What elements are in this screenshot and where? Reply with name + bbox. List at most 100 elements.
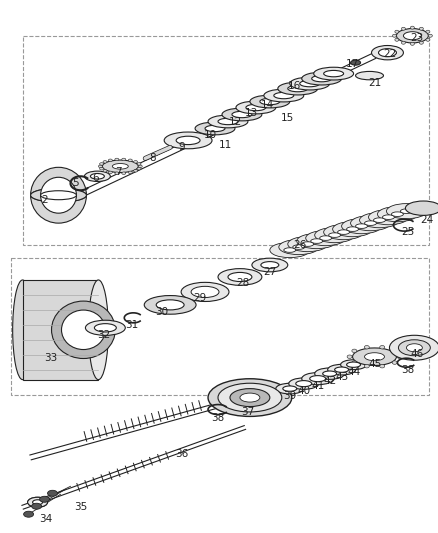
Ellipse shape [218,118,237,125]
Ellipse shape [396,355,401,359]
Ellipse shape [90,174,104,179]
Ellipse shape [398,340,429,356]
Ellipse shape [235,101,275,114]
Ellipse shape [404,201,438,215]
Ellipse shape [346,227,358,231]
Text: 8: 8 [148,154,155,163]
Ellipse shape [425,38,429,41]
Text: 2: 2 [41,195,48,205]
Ellipse shape [350,215,389,231]
Ellipse shape [340,360,366,369]
Ellipse shape [418,27,422,30]
Ellipse shape [301,72,341,85]
Ellipse shape [208,115,247,128]
Ellipse shape [115,158,119,160]
Ellipse shape [208,379,291,416]
Ellipse shape [309,376,325,382]
Ellipse shape [323,224,363,240]
Ellipse shape [418,41,422,44]
Text: 11: 11 [218,140,231,150]
Ellipse shape [103,160,107,163]
Ellipse shape [273,92,293,99]
Ellipse shape [373,218,385,222]
Ellipse shape [231,111,251,118]
Ellipse shape [323,70,343,77]
Ellipse shape [341,219,381,233]
Ellipse shape [28,497,47,507]
Ellipse shape [355,224,367,229]
Ellipse shape [121,158,125,160]
Ellipse shape [400,41,404,44]
Ellipse shape [115,172,119,174]
Ellipse shape [334,367,348,373]
Ellipse shape [364,365,368,368]
Text: 35: 35 [74,502,87,512]
Ellipse shape [301,373,333,385]
Text: 40: 40 [297,385,310,395]
Ellipse shape [394,38,398,41]
Text: 13: 13 [245,109,258,118]
Ellipse shape [282,386,296,391]
Ellipse shape [314,228,354,243]
Ellipse shape [364,353,384,361]
Ellipse shape [137,167,141,170]
Text: 32: 32 [96,330,110,340]
Ellipse shape [99,163,103,165]
Ellipse shape [51,301,115,359]
Ellipse shape [98,165,102,167]
Text: 36: 36 [175,449,188,459]
Text: 38: 38 [211,413,224,423]
Ellipse shape [249,95,289,108]
Text: 9: 9 [178,142,185,152]
Ellipse shape [391,349,396,353]
Ellipse shape [31,188,86,202]
Ellipse shape [399,209,411,213]
Text: 6: 6 [92,173,99,183]
Text: 16: 16 [287,80,301,91]
Ellipse shape [400,27,404,30]
Ellipse shape [85,320,125,335]
Ellipse shape [410,42,413,45]
Ellipse shape [403,31,420,40]
Ellipse shape [350,60,360,65]
Ellipse shape [227,272,251,281]
Ellipse shape [32,503,42,509]
Ellipse shape [176,136,200,144]
Ellipse shape [61,310,105,350]
Ellipse shape [278,239,318,255]
Ellipse shape [364,221,376,225]
Ellipse shape [218,269,261,285]
Ellipse shape [322,371,336,376]
Text: 10: 10 [203,131,216,140]
Ellipse shape [389,335,438,360]
Ellipse shape [292,245,304,249]
Ellipse shape [133,169,137,172]
Ellipse shape [128,171,132,174]
Ellipse shape [263,89,303,102]
Ellipse shape [392,34,396,37]
Text: 45: 45 [368,359,381,369]
Text: 15: 15 [280,114,294,124]
Ellipse shape [289,77,329,90]
Ellipse shape [40,191,76,200]
Text: 38: 38 [400,365,413,375]
Ellipse shape [359,213,399,228]
Text: 27: 27 [263,267,276,277]
Ellipse shape [396,29,427,43]
Ellipse shape [391,212,403,216]
Ellipse shape [391,361,396,365]
Text: 44: 44 [346,367,359,377]
Ellipse shape [313,67,353,80]
Ellipse shape [39,496,49,502]
Ellipse shape [103,169,107,172]
Ellipse shape [205,125,224,132]
Ellipse shape [88,280,108,379]
Ellipse shape [314,368,344,379]
Ellipse shape [164,132,212,149]
Ellipse shape [385,204,425,219]
Text: 33: 33 [44,353,57,363]
Ellipse shape [377,207,417,222]
Text: 26: 26 [293,240,306,250]
Ellipse shape [128,159,132,161]
Ellipse shape [328,233,340,237]
